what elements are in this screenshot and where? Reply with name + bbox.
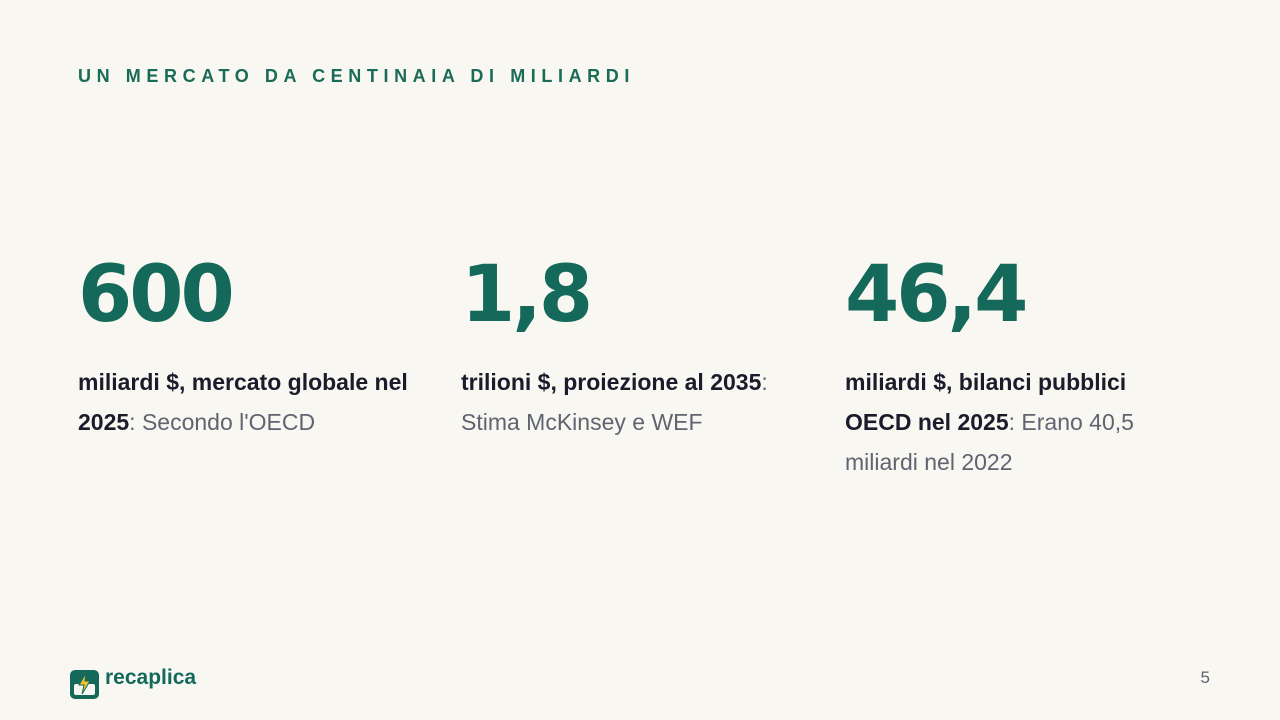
logo-icon (70, 670, 99, 699)
stat-label: trilioni $, proiezione al 2035 (461, 369, 762, 395)
stat-label: miliardi $, mercato globale nel 2025 (78, 369, 408, 435)
stat-note: : Secondo l'OECD (129, 409, 316, 435)
stat-text: miliardi $, bilanci pubblici OECD nel 20… (845, 362, 1195, 482)
page-number: 5 (1200, 668, 1210, 687)
stat: 1,8 trilioni $, proiezione al 2035: Stim… (461, 250, 811, 442)
stat-note: : Erano 40,5 miliardi nel 2022 (845, 409, 1134, 475)
stat: 600 miliardi $, mercato globale nel 2025… (78, 250, 428, 442)
stat-text: miliardi $, mercato globale nel 2025: Se… (78, 362, 428, 442)
stat-text: trilioni $, proiezione al 2035: Stima Mc… (461, 362, 811, 442)
slide-title: UN MERCATO DA CENTINAIA DI MILIARDI (78, 66, 635, 86)
stat: 46,4 miliardi $, bilanci pubblici OECD n… (845, 250, 1195, 482)
stat-value: 46,4 (845, 250, 1028, 340)
brand: recaplica (105, 666, 197, 689)
stat-value: 1,8 (461, 250, 593, 340)
stat-label: miliardi $, bilanci pubblici OECD nel 20… (845, 369, 1127, 435)
stat-note: : Stima McKinsey e WEF (461, 369, 768, 435)
stat-value: 600 (78, 250, 235, 340)
